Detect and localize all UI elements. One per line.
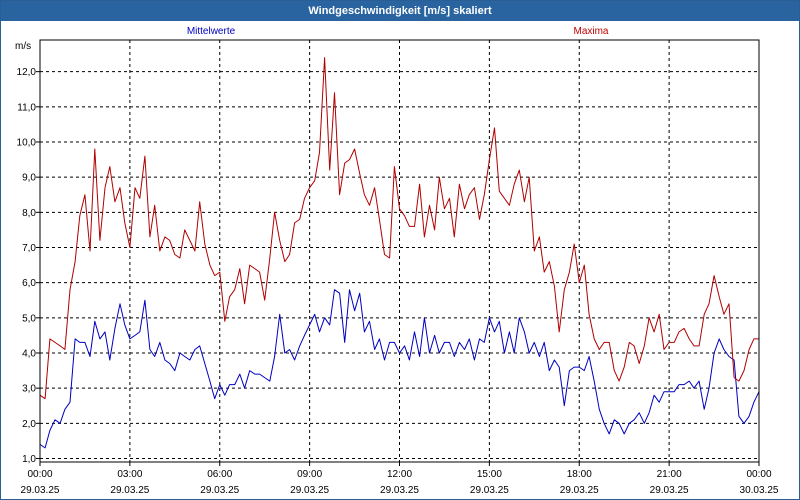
- x-tick-time: 18:00: [567, 469, 592, 480]
- y-tick-label: 7,0: [22, 243, 36, 254]
- y-tick-label: 3,0: [22, 384, 36, 395]
- x-tick-time: 15:00: [477, 469, 502, 480]
- x-tick-date: 29.03.25: [470, 485, 509, 496]
- x-axis-ticks: 00:00 29.03.25 03:00 29.03.25 06:00 29.03.25 0…: [21, 462, 779, 496]
- x-tick-date: 29.03.25: [21, 485, 60, 496]
- x-tick-date: 29.03.25: [290, 485, 329, 496]
- x-tick-date: 29.03.25: [650, 485, 689, 496]
- x-tick-time: 00:00: [746, 469, 771, 480]
- y-tick-label: 9,0: [22, 173, 36, 184]
- x-tick-time: 03:00: [117, 469, 142, 480]
- x-tick-time: 09:00: [297, 469, 322, 480]
- x-tick-date: 30.03.25: [740, 485, 779, 496]
- series-line-maxima: [39, 57, 759, 400]
- x-tick-time: 21:00: [657, 469, 682, 480]
- y-tick-label: 2,0: [22, 419, 36, 430]
- chart-title: Windgeschwindigkeit [m/s] skaliert: [1, 1, 799, 21]
- y-axis-ticks: 1,0 2,0 3,0 4,0 5,0 6,0 7,0 8,0 9,0 10,0 11,0 12,0: [17, 67, 40, 465]
- x-tick-date: 29.03.25: [110, 485, 149, 496]
- y-tick-label: 6,0: [22, 278, 36, 289]
- legend-maxima: Maxima: [573, 26, 609, 37]
- x-tick-date: 29.03.25: [380, 485, 419, 496]
- y-tick-label: 10,0: [17, 137, 37, 148]
- grid: [40, 40, 759, 462]
- y-axis-unit: m/s: [15, 41, 32, 52]
- series-lines: [39, 57, 760, 449]
- x-tick-date: 29.03.25: [200, 485, 239, 496]
- y-tick-label: 11,0: [17, 102, 36, 113]
- y-tick-label: 1,0: [22, 454, 36, 465]
- y-tick-label: 4,0: [22, 348, 36, 359]
- y-tick-label: 5,0: [22, 313, 36, 324]
- y-tick-label: 12,0: [17, 67, 37, 78]
- x-tick-date: 29.03.25: [560, 485, 599, 496]
- x-tick-time: 00:00: [27, 469, 52, 480]
- legend-mittelwerte: Mittelwerte: [186, 26, 236, 37]
- x-tick-time: 12:00: [387, 469, 412, 480]
- x-tick-time: 06:00: [207, 469, 232, 480]
- series-line-mittelwerte: [39, 289, 760, 449]
- y-tick-label: 8,0: [22, 208, 36, 219]
